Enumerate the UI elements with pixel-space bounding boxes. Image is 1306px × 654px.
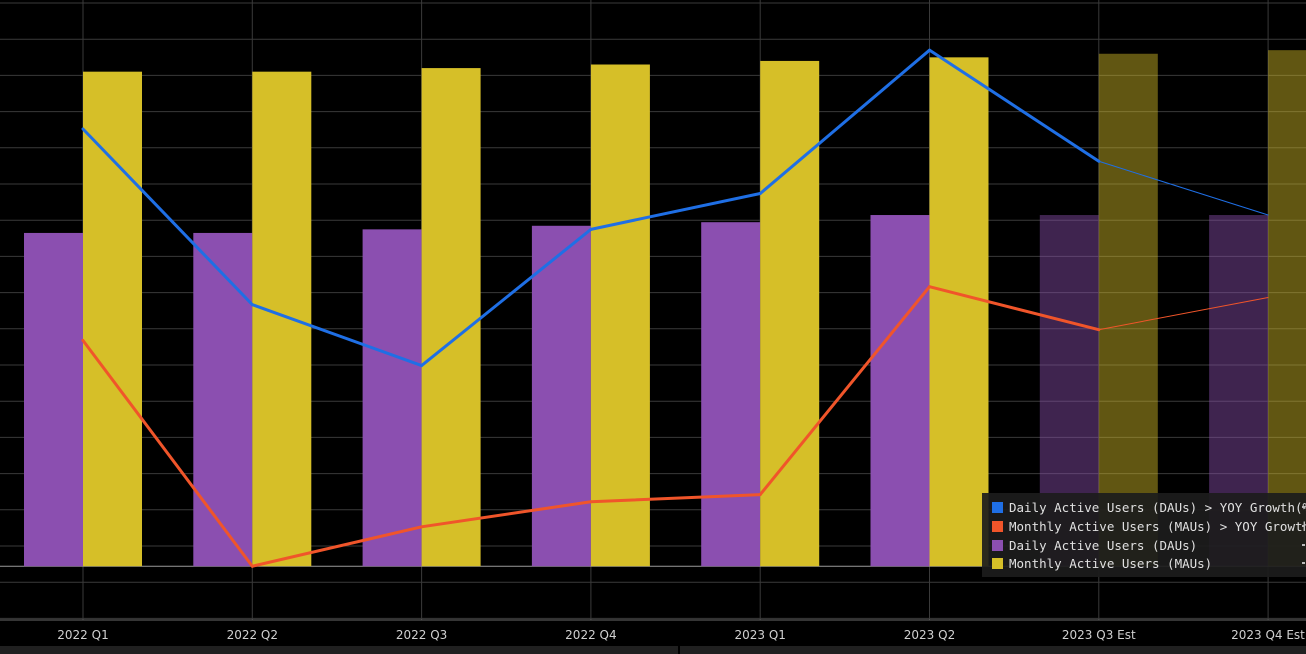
legend-swatch-dau-growth [992, 501, 1003, 513]
scrollbar-track[interactable] [0, 646, 1306, 654]
bar-dau-2[interactable] [362, 229, 422, 567]
line-segment-dau-growth-3[interactable] [589, 192, 762, 231]
bars [24, 50, 1306, 567]
legend-item-mau-growth[interactable]: Monthly Active Users (MAUs) > YOY Growth… [992, 518, 1306, 534]
x-tick-label: 2022 Q1 [57, 628, 108, 642]
legend-item-dau-growth[interactable]: Daily Active Users (DAUs) > YOY Growth(%… [992, 499, 1306, 515]
legend-label-dau: Daily Active Users (DAUs) [1009, 537, 1198, 553]
bar-dau-0[interactable] [24, 232, 83, 567]
bar-mau-4[interactable] [760, 60, 820, 567]
legend-label-dau-growth: Daily Active Users (DAUs) > YOY Growth(%… [1009, 499, 1306, 515]
line-segment-dau-growth-5[interactable] [928, 48, 1101, 163]
line-segment-dau-growth-4[interactable] [758, 48, 931, 196]
legend-swatch-mau-growth [992, 520, 1003, 532]
bar-mau-5[interactable] [929, 57, 989, 567]
bar-mau-3[interactable] [590, 64, 650, 567]
legend-swatch-mau [992, 557, 1003, 569]
legend-item-dau[interactable]: Daily Active Users (DAUs) [992, 537, 1197, 553]
legend-label-mau-growth: Monthly Active Users (MAUs) > YOY Growth… [1009, 518, 1306, 534]
x-axis: 2022 Q1 2022 Q2 2022 Q3 2022 Q4 2023 Q1 2023 … [57, 628, 1305, 642]
legend-swatch-dau [992, 539, 1003, 551]
legend: Daily Active Users (DAUs) > YOY Growth(%… [982, 493, 1306, 577]
line-segment-mau-growth-1[interactable] [250, 525, 424, 568]
legend-value-marker [1302, 525, 1305, 527]
legend-value-marker [1302, 562, 1305, 564]
legend-value-marker [1302, 506, 1305, 508]
line-segment-dau-growth-0[interactable] [81, 127, 254, 307]
lines [81, 48, 1269, 568]
scrollbar-divider [678, 646, 680, 654]
line-segment-dau-growth-2[interactable] [420, 227, 593, 368]
x-tick-label: 2023 Q4 Est [1231, 628, 1305, 642]
x-tick-label: 2022 Q4 [565, 628, 616, 642]
line-segment-mau-growth-0[interactable] [81, 338, 254, 568]
bar-dau-4[interactable] [701, 222, 761, 567]
legend-item-mau[interactable]: Monthly Active Users (MAUs) [992, 555, 1212, 571]
x-tick-label: 2022 Q3 [396, 628, 447, 642]
bar-dau-1[interactable] [193, 232, 253, 567]
line-segment-dau-growth-6[interactable] [1098, 160, 1269, 216]
x-tick-label: 2023 Q1 [734, 628, 785, 642]
bar-dau-5[interactable] [870, 215, 930, 567]
x-tick-label: 2023 Q3 Est [1062, 628, 1136, 642]
bar-mau-1[interactable] [252, 71, 312, 567]
line-segment-mau-growth-3[interactable] [589, 493, 762, 504]
line-segment-mau-growth-2[interactable] [420, 500, 593, 529]
bar-mau-7[interactable] [1268, 50, 1306, 567]
line-segment-mau-growth-6[interactable] [1098, 296, 1269, 331]
line-segment-mau-growth-4[interactable] [758, 285, 931, 497]
x-tick-label: 2022 Q2 [227, 628, 278, 642]
legend-value-marker [1302, 544, 1305, 546]
x-tick-label: 2023 Q2 [904, 628, 955, 642]
bar-mau-0[interactable] [83, 71, 142, 567]
bar-mau-2[interactable] [421, 68, 481, 567]
line-segment-dau-growth-1[interactable] [250, 303, 424, 368]
bar-dau-3[interactable] [531, 225, 591, 567]
bar-mau-6[interactable] [1098, 53, 1158, 567]
legend-label-mau: Monthly Active Users (MAUs) [1009, 555, 1213, 571]
line-segment-mau-growth-5[interactable] [928, 285, 1101, 332]
